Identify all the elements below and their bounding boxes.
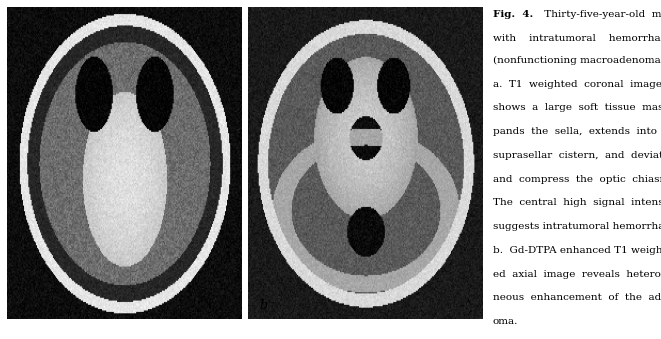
Text: The  central  high  signal  intensity: The central high signal intensity — [492, 198, 661, 207]
Text: Fig.  4.: Fig. 4. — [492, 10, 533, 19]
Text: a: a — [19, 299, 26, 313]
Text: a.  T1  weighted  coronal  image: a. T1 weighted coronal image — [492, 80, 661, 89]
Text: and  compress  the  optic  chiasm.: and compress the optic chiasm. — [492, 175, 661, 184]
Text: shows  a  large  soft  tissue  mass  ex-: shows a large soft tissue mass ex- — [492, 103, 661, 113]
Text: neous  enhancement  of  the  aden-: neous enhancement of the aden- — [492, 293, 661, 302]
Text: b.  Gd-DTPA enhanced T1 weight-: b. Gd-DTPA enhanced T1 weight- — [492, 246, 661, 255]
Text: oma.: oma. — [492, 317, 518, 326]
Text: pands  the  sella,  extends  into  the: pands the sella, extends into the — [492, 127, 661, 136]
Text: b: b — [260, 299, 268, 313]
Text: ed  axial  image  reveals  heteroge-: ed axial image reveals heteroge- — [492, 270, 661, 279]
Text: with    intratumoral    hemorrhage: with intratumoral hemorrhage — [492, 34, 661, 43]
Text: Thirty-five-year-old  man: Thirty-five-year-old man — [541, 10, 661, 19]
Text: suprasellar  cistern,  and  deviated: suprasellar cistern, and deviated — [492, 151, 661, 160]
Text: (nonfunctioning macroadenoma).: (nonfunctioning macroadenoma). — [492, 56, 661, 65]
Text: suggests intratumoral hemorrhage.: suggests intratumoral hemorrhage. — [492, 222, 661, 231]
